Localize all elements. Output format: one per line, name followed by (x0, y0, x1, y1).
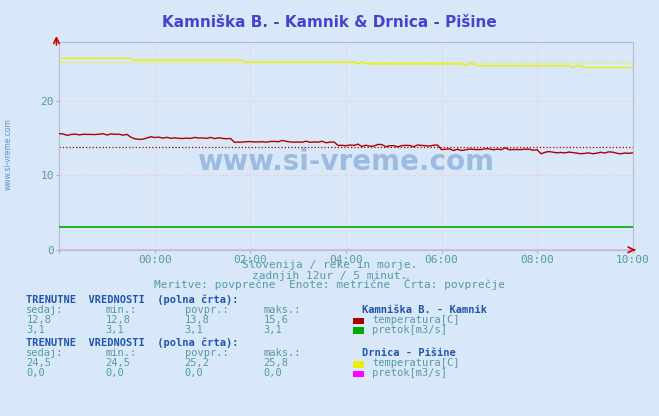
Text: Drnica - Pišine: Drnica - Pišine (362, 348, 456, 358)
Text: 25,8: 25,8 (264, 359, 289, 369)
Text: 0,0: 0,0 (26, 368, 45, 378)
Text: temperatura[C]: temperatura[C] (372, 315, 460, 325)
Text: 0,0: 0,0 (105, 368, 124, 378)
Text: temperatura[C]: temperatura[C] (372, 359, 460, 369)
Text: Kamniška B. - Kamnik & Drnica - Pišine: Kamniška B. - Kamnik & Drnica - Pišine (162, 15, 497, 30)
Text: 24,5: 24,5 (26, 359, 51, 369)
Text: Slovenija / reke in morje.: Slovenija / reke in morje. (242, 260, 417, 270)
Text: 12,8: 12,8 (26, 315, 51, 325)
Text: maks.:: maks.: (264, 305, 301, 315)
Text: TRENUTNE  VREDNOSTI  (polna črta):: TRENUTNE VREDNOSTI (polna črta): (26, 295, 239, 305)
Text: pretok[m3/s]: pretok[m3/s] (372, 368, 447, 378)
Text: 0,0: 0,0 (264, 368, 282, 378)
Text: TRENUTNE  VREDNOSTI  (polna črta):: TRENUTNE VREDNOSTI (polna črta): (26, 338, 239, 348)
Text: min.:: min.: (105, 348, 136, 358)
Text: www.si-vreme.com: www.si-vreme.com (198, 148, 494, 176)
Text: pretok[m3/s]: pretok[m3/s] (372, 325, 447, 335)
Text: 3,1: 3,1 (264, 325, 282, 335)
Text: 13,8: 13,8 (185, 315, 210, 325)
Text: sedaj:: sedaj: (26, 305, 64, 315)
Text: Meritve: povprečne  Enote: metrične  Črta: povprečje: Meritve: povprečne Enote: metrične Črta:… (154, 278, 505, 290)
Text: www.si-vreme.com: www.si-vreme.com (4, 118, 13, 190)
Text: povpr.:: povpr.: (185, 348, 228, 358)
Text: 3,1: 3,1 (185, 325, 203, 335)
Text: sedaj:: sedaj: (26, 348, 64, 358)
Text: min.:: min.: (105, 305, 136, 315)
Text: 3,1: 3,1 (26, 325, 45, 335)
Text: 3,1: 3,1 (105, 325, 124, 335)
Text: Kamniška B. - Kamnik: Kamniška B. - Kamnik (362, 305, 488, 315)
Text: 0,0: 0,0 (185, 368, 203, 378)
Text: zadnjih 12ur / 5 minut.: zadnjih 12ur / 5 minut. (252, 271, 407, 281)
Text: 24,5: 24,5 (105, 359, 130, 369)
Text: povpr.:: povpr.: (185, 305, 228, 315)
Text: maks.:: maks.: (264, 348, 301, 358)
Text: 12,8: 12,8 (105, 315, 130, 325)
Text: 15,6: 15,6 (264, 315, 289, 325)
Text: 25,2: 25,2 (185, 359, 210, 369)
